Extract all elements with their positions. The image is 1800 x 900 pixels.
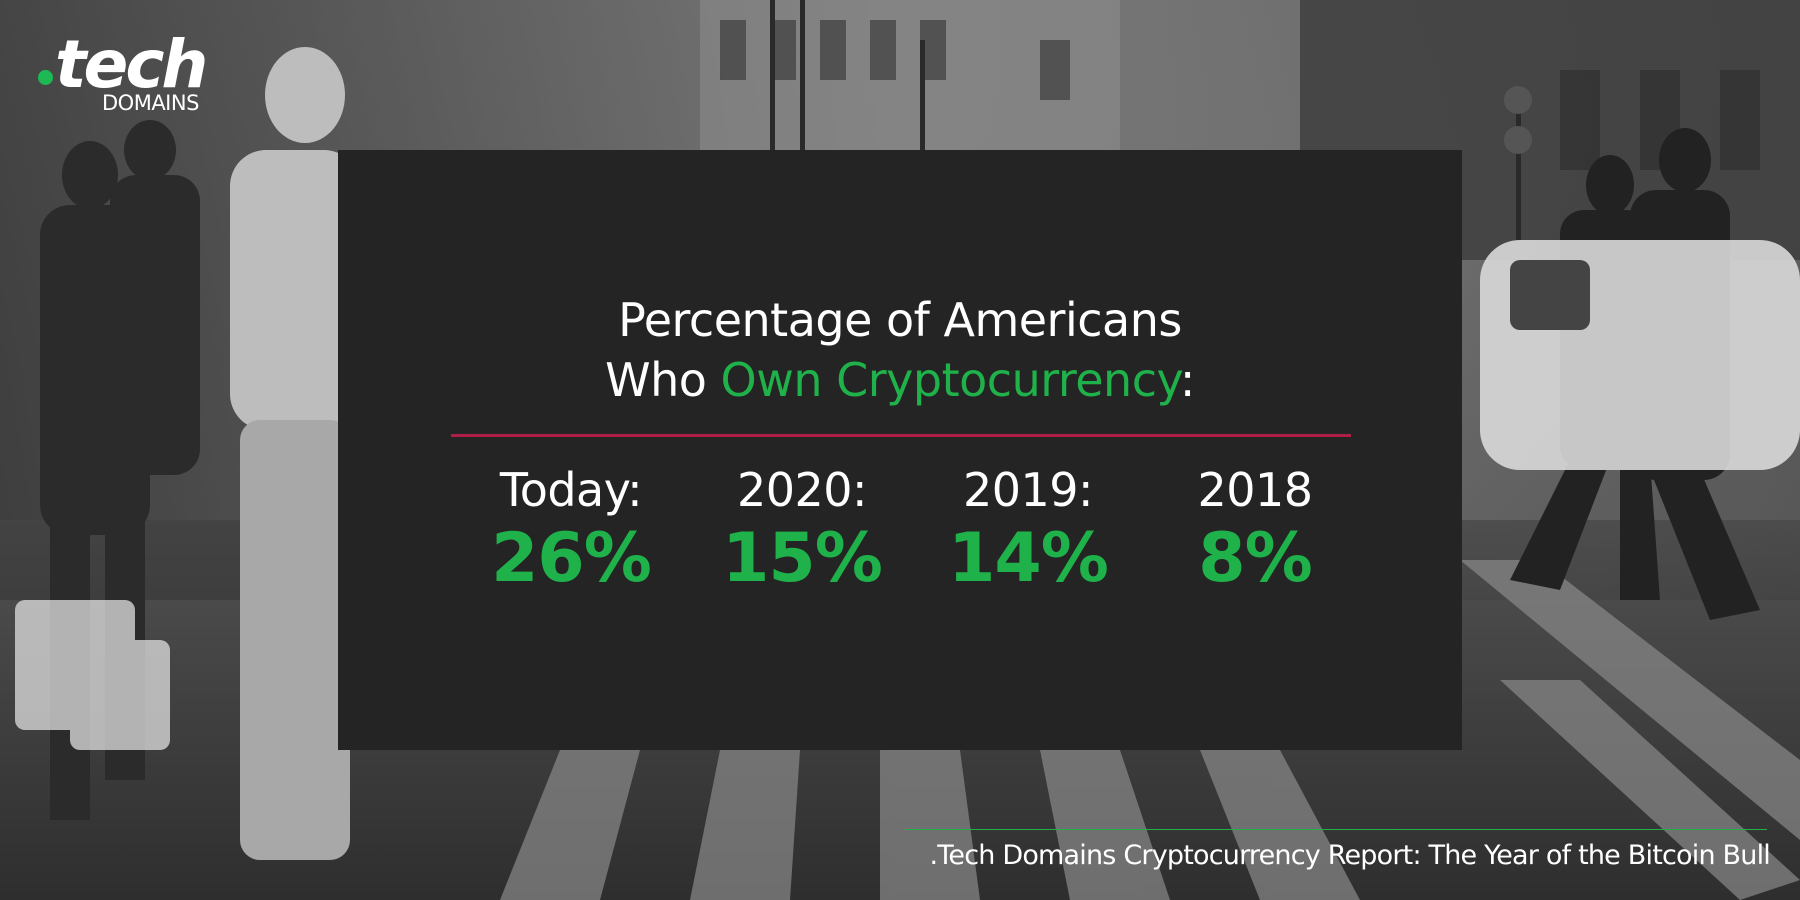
stat-label: 2019: [962, 463, 1094, 517]
stat-value: 8% [1198, 519, 1312, 598]
title-prefix: Who [605, 353, 721, 407]
title-line-2: Who Own Cryptocurrency: [338, 350, 1462, 410]
footer-divider [905, 829, 1767, 830]
panel-title: Percentage of Americans Who Own Cryptocu… [338, 290, 1462, 410]
tech-domains-logo: tech DOMAINS [38, 30, 238, 114]
stat-2019: 2019: 14% [918, 460, 1138, 598]
logo-wordmark: tech [55, 26, 208, 103]
logo-dot [38, 70, 53, 85]
stat-2018: 2018 8% [1145, 460, 1365, 598]
stat-value: 14% [948, 519, 1109, 598]
title-suffix: : [1179, 353, 1196, 407]
title-accent: Own Cryptocurrency [720, 353, 1181, 407]
stat-label: 2020: [736, 463, 868, 517]
stat-value: 26% [491, 519, 652, 598]
stats-panel: Percentage of Americans Who Own Cryptocu… [338, 150, 1462, 750]
stat-value: 15% [722, 519, 883, 598]
title-divider [451, 434, 1351, 437]
stat-label: Today: [499, 463, 643, 517]
title-line-1: Percentage of Americans [618, 293, 1182, 347]
stat-label: 2018 [1197, 463, 1313, 517]
stat-today: Today: 26% [461, 460, 681, 598]
stat-2020: 2020: 15% [692, 460, 912, 598]
footer-caption: .Tech Domains Cryptocurrency Report: The… [929, 840, 1771, 871]
logo-subtext: DOMAINS [102, 91, 199, 115]
